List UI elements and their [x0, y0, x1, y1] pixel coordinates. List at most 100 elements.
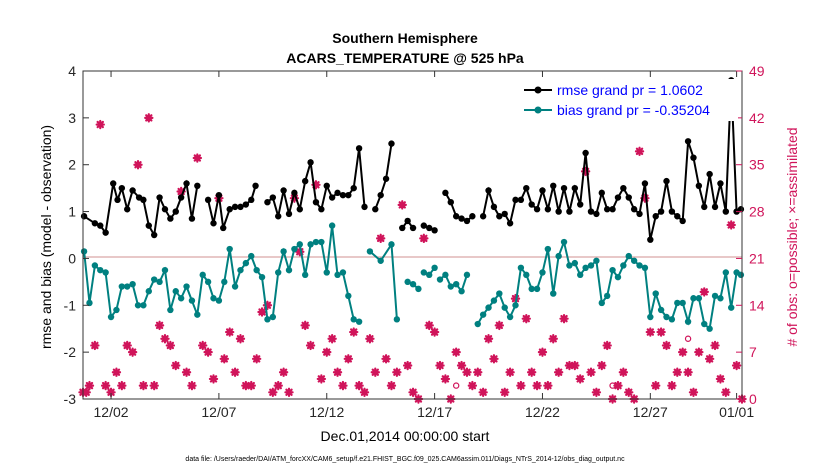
- bias-point: [555, 252, 562, 260]
- obs-assimilated-marker: [548, 334, 558, 344]
- obs-assimilated-glyph: [84, 380, 95, 391]
- rmse-point: [237, 203, 244, 211]
- bias-point: [571, 259, 579, 267]
- chart-subtitle: ACARS_TEMPERATURE @ 525 hPa: [286, 50, 524, 66]
- obs-assimilated-glyph: [338, 380, 348, 391]
- rmse-point: [539, 187, 546, 194]
- obs-assimilated-glyph: [171, 360, 181, 371]
- bias-point: [80, 248, 88, 255]
- bias-point: [350, 316, 357, 323]
- rmse-point: [372, 206, 379, 213]
- bias-point: [318, 238, 325, 246]
- rmse-point: [280, 187, 287, 194]
- bias-point: [91, 262, 99, 269]
- obs-assimilated-glyph: [526, 367, 537, 377]
- obs-assimilated-marker: [440, 374, 451, 384]
- rmse-point: [102, 229, 109, 236]
- obs-assimilated-marker: [392, 367, 402, 377]
- obs-assimilated-marker: [586, 367, 596, 377]
- y-right-tick-label: 49: [749, 63, 765, 79]
- bias-point: [124, 283, 131, 290]
- obs-assimilated-marker: [219, 354, 229, 364]
- obs-assimilated-glyph: [322, 347, 332, 357]
- rmse-point: [312, 199, 320, 206]
- bias-point: [431, 264, 438, 271]
- obs-assimilated-glyph: [667, 380, 677, 391]
- obs-assimilated-glyph: [122, 340, 132, 351]
- rmse-point: [463, 217, 471, 225]
- rmse-point: [674, 213, 681, 220]
- rmse-point: [490, 203, 498, 211]
- obs-assimilated-glyph: [553, 367, 564, 377]
- bias-point: [630, 257, 638, 264]
- rmse-point: [641, 180, 649, 187]
- rmse-point: [226, 206, 233, 213]
- y-tick-label: -2: [64, 344, 77, 360]
- obs-assimilated-glyph: [138, 380, 149, 391]
- bias-point: [501, 304, 508, 311]
- obs-assimilated-marker: [127, 347, 138, 357]
- rmse-series: [80, 77, 745, 243]
- rmse-point: [657, 208, 665, 215]
- bias-point: [711, 292, 719, 300]
- bias-point: [550, 290, 557, 297]
- bias-point: [690, 295, 697, 302]
- legend-box: [518, 79, 738, 121]
- obs-assimilated-marker: [160, 334, 170, 344]
- rmse-point: [701, 203, 708, 211]
- obs-assimilated-marker: [532, 380, 542, 391]
- bias-point: [253, 266, 260, 274]
- rmse-point: [118, 184, 126, 192]
- obs-count-series: [78, 113, 747, 404]
- obs-assimilated-marker: [570, 360, 580, 371]
- rmse-point: [350, 184, 357, 192]
- obs-assimilated-marker: [365, 334, 375, 344]
- obs-assimilated-glyph: [381, 354, 391, 364]
- bias-point: [183, 283, 190, 290]
- obs-assimilated-glyph: [591, 387, 602, 398]
- obs-assimilated-marker: [726, 220, 736, 230]
- footnote: data file: /Users/raeder/DAI/ATM_forcXX/…: [185, 456, 625, 463]
- obs-assimilated-marker: [704, 354, 715, 364]
- x-axis-label: Dec.01,2014 00:00:00 start: [321, 428, 490, 444]
- obs-assimilated-marker: [305, 340, 316, 351]
- bias-point: [512, 302, 519, 309]
- bias-point: [722, 269, 730, 276]
- obs-assimilated-glyph: [543, 380, 553, 391]
- obs-assimilated-glyph: [516, 380, 526, 391]
- obs-assimilated-glyph: [257, 307, 267, 317]
- bias-point: [458, 288, 465, 295]
- obs-assimilated-marker: [667, 380, 677, 391]
- obs-assimilated-marker: [537, 347, 548, 357]
- rmse-point: [737, 206, 745, 213]
- obs-assimilated-marker: [343, 354, 354, 364]
- rmse-point: [517, 196, 525, 204]
- rmse-point: [285, 210, 293, 218]
- bias-point: [598, 299, 605, 307]
- obs-assimilated-marker: [138, 380, 149, 391]
- rmse-point: [339, 191, 347, 199]
- obs-assimilated-marker: [198, 340, 208, 351]
- chart-title: Southern Hemisphere: [332, 30, 478, 46]
- obs-assimilated-glyph: [645, 327, 656, 337]
- obs-assimilated-glyph: [683, 367, 693, 377]
- bias-point: [204, 278, 212, 286]
- obs-assimilated-marker: [117, 380, 127, 391]
- bias-point: [377, 257, 384, 264]
- rmse-point: [647, 236, 654, 243]
- bias-point: [560, 238, 568, 246]
- obs-assimilated-glyph: [359, 387, 370, 398]
- obs-assimilated-marker: [381, 354, 391, 364]
- obs-assimilated-glyph: [640, 193, 650, 203]
- x-tick-label: 12/27: [633, 404, 668, 420]
- obs-assimilated-glyph: [500, 387, 510, 398]
- rmse-point: [355, 145, 363, 152]
- obs-assimilated-glyph: [311, 180, 321, 190]
- rmse-point: [156, 194, 163, 201]
- obs-assimilated-marker: [235, 334, 246, 344]
- obs-assimilated-glyph: [435, 360, 445, 371]
- obs-assimilated-marker: [181, 367, 192, 377]
- obs-assimilated-glyph: [295, 247, 305, 257]
- obs-assimilated-glyph: [661, 340, 672, 351]
- obs-assimilated-glyph: [133, 160, 143, 170]
